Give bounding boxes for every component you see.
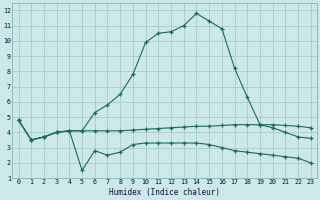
X-axis label: Humidex (Indice chaleur): Humidex (Indice chaleur) [109, 188, 220, 197]
